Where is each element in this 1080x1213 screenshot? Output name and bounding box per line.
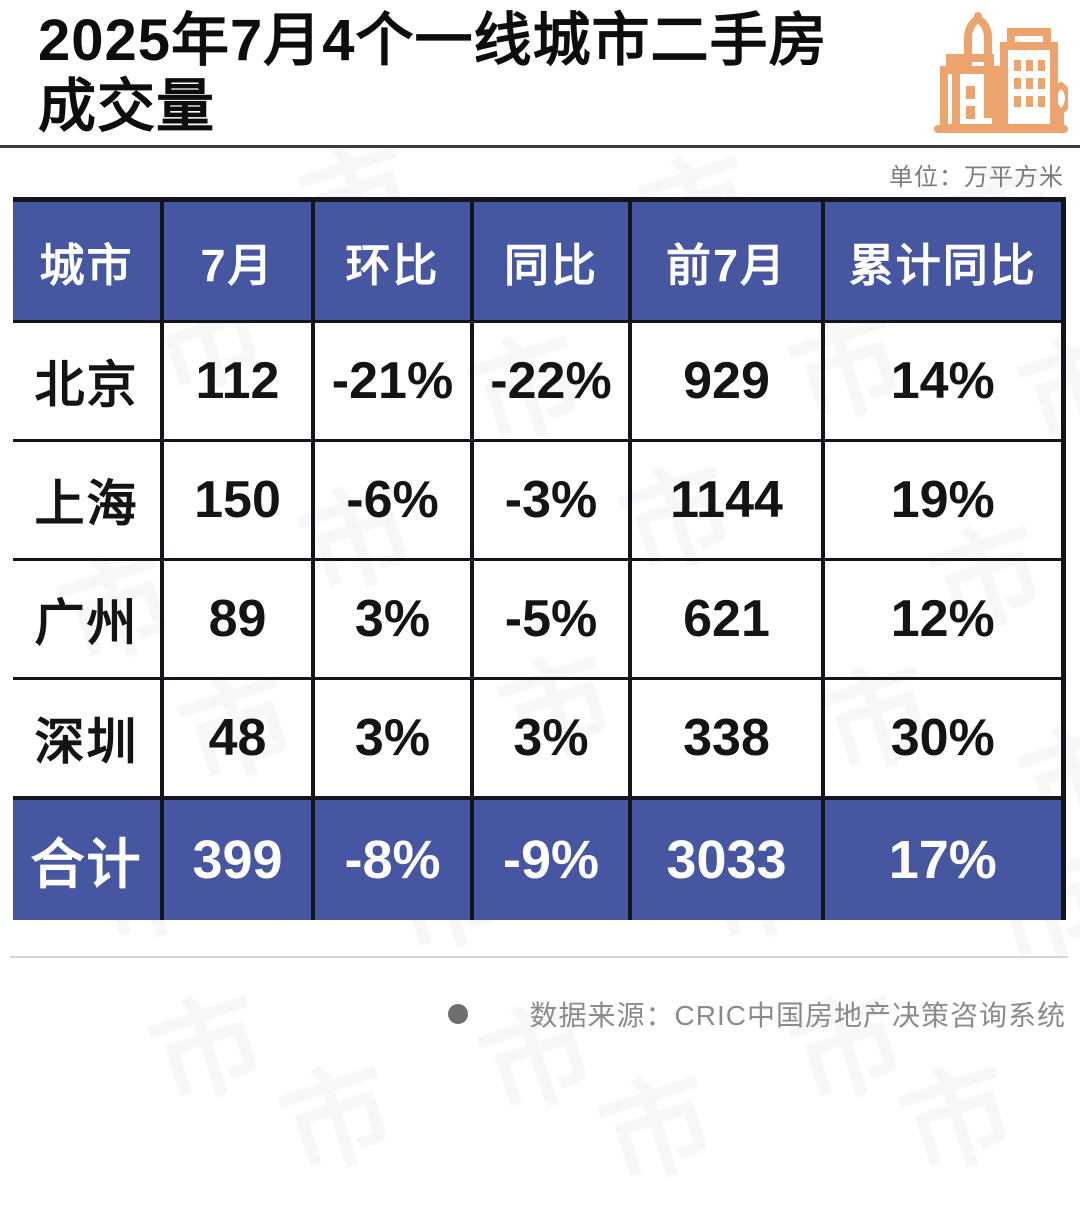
cell-total-yoy: -9% xyxy=(470,795,630,920)
cell-city: 上海 xyxy=(13,440,162,561)
cell-first7months: 338 xyxy=(628,678,823,799)
cell-mom: -6% xyxy=(311,440,472,561)
cell-yoy: -3% xyxy=(470,440,630,561)
cell-cumulative-yoy: 19% xyxy=(821,440,1063,561)
cell-first7months: 1144 xyxy=(628,440,823,561)
cell-city: 北京 xyxy=(13,321,162,442)
header-cumulative-yoy: 累计同比 xyxy=(821,199,1063,323)
buildings-icon xyxy=(934,12,1068,133)
source-footer: 数据来源：CRIC中国房地产决策咨询系统 xyxy=(447,994,1066,1034)
table-row-shenzhen: 深圳 48 3% 3% 338 30% xyxy=(13,678,1063,799)
table-row-shanghai: 上海 150 -6% -3% 1144 19% xyxy=(13,440,1063,561)
table-row-beijing: 北京 112 -21% -22% 929 14% xyxy=(13,321,1063,442)
page-title-line2: 成交量 xyxy=(38,74,216,140)
unit-label: 单位：万平方米 xyxy=(889,164,1064,191)
cell-yoy: -22% xyxy=(470,321,630,442)
title-divider xyxy=(0,145,1080,148)
cell-total-label: 合计 xyxy=(13,795,162,920)
cell-first7months: 621 xyxy=(628,559,823,680)
table-row-total: 合计 399 -8% -9% 3033 17% xyxy=(13,795,1063,920)
cell-total-july: 399 xyxy=(160,795,313,920)
table-bottom-divider xyxy=(10,956,1068,958)
cell-total-first7months: 3033 xyxy=(628,795,823,920)
cell-total-cumulative-yoy: 17% xyxy=(821,795,1063,920)
housing-volume-table: 城市 7月 环比 同比 前7月 累计同比 北京 112 -21% -22% 92… xyxy=(13,197,1066,920)
cell-total-mom: -8% xyxy=(311,795,472,920)
table-row-guangzhou: 广州 89 3% -5% 621 12% xyxy=(13,559,1063,680)
cell-july: 48 xyxy=(160,678,313,799)
cell-yoy: 3% xyxy=(470,678,630,799)
page-title-line1: 2025年7月4个一线城市二手房 xyxy=(38,8,828,73)
bullet-dot-icon xyxy=(447,1004,468,1024)
cell-july: 112 xyxy=(160,321,313,442)
cell-cumulative-yoy: 14% xyxy=(821,321,1063,442)
cell-mom: -21% xyxy=(311,321,472,442)
cell-mom: 3% xyxy=(311,559,472,680)
cell-city: 深圳 xyxy=(13,678,162,799)
cell-july: 89 xyxy=(160,559,313,680)
page-title: 2025年7月4个一线城市二手房 成交量 xyxy=(38,8,908,140)
cell-mom: 3% xyxy=(311,678,472,799)
cell-city: 广州 xyxy=(13,559,162,680)
header-july: 7月 xyxy=(160,199,313,323)
cell-cumulative-yoy: 12% xyxy=(821,559,1063,680)
cell-yoy: -5% xyxy=(470,559,630,680)
header-city: 城市 xyxy=(13,199,162,323)
header-mom: 环比 xyxy=(311,199,472,323)
cell-first7months: 929 xyxy=(628,321,823,442)
cell-cumulative-yoy: 30% xyxy=(821,678,1063,799)
header-row: 城市 7月 环比 同比 前7月 累计同比 xyxy=(13,199,1063,323)
header-yoy: 同比 xyxy=(470,199,630,323)
cell-july: 150 xyxy=(160,440,313,561)
data-source-text: 数据来源：CRIC中国房地产决策咨询系统 xyxy=(529,1000,1066,1031)
header-first7months: 前7月 xyxy=(628,199,823,323)
